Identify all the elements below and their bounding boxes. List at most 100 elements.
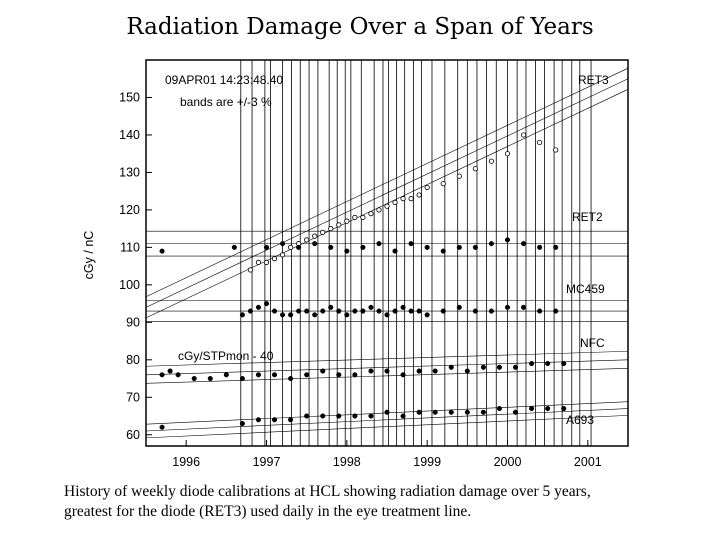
data-point-mc459-11	[328, 304, 334, 310]
grid-layer	[240, 60, 592, 446]
data-point-mc459-22	[416, 308, 422, 314]
data-point-a693-1	[239, 420, 245, 427]
y-tick-label-2: 80	[126, 353, 140, 367]
data-point-nfc-6	[239, 375, 245, 382]
x-tick-label-4: 2000	[494, 455, 522, 469]
data-point-mc459-30	[537, 308, 543, 314]
data-point-nfc-20	[464, 368, 470, 374]
y-tick-label-4: 100	[119, 278, 140, 292]
series-label-a693: A693	[566, 413, 594, 427]
data-point-a693-15	[464, 409, 470, 415]
x-tick-label-2: 1998	[333, 455, 361, 469]
data-point-ret3-10	[328, 226, 334, 232]
timestamp-annotation: 09APR01 14:23:48.40	[165, 73, 283, 87]
slide-caption: History of weekly diode calibrations at …	[64, 482, 704, 522]
data-point-ret3-13	[352, 214, 358, 220]
data-point-ret3-27	[504, 151, 511, 157]
data-point-ret2-11	[408, 241, 414, 247]
points-layer	[159, 132, 567, 430]
data-point-ret3-17	[384, 203, 390, 209]
data-point-a693-10	[384, 409, 390, 415]
ticks-layer: 60 70 80 90 100 110 120 130 140 150 1996 1997 1998 19…	[119, 90, 602, 469]
data-point-mc459-9	[312, 312, 318, 318]
data-point-ret3-21	[416, 192, 422, 198]
data-point-nfc-19	[448, 364, 454, 370]
data-point-mc459-31	[553, 308, 559, 314]
data-point-ret2-9	[376, 241, 382, 247]
x-tick-label-5: 2001	[574, 455, 602, 469]
data-point-ret2-17	[504, 237, 511, 243]
data-point-nfc-22	[496, 364, 503, 370]
x-tick-label-0: 1996	[172, 455, 200, 469]
data-point-mc459-10	[320, 308, 326, 314]
y-tick-label-3: 90	[126, 315, 140, 329]
data-point-ret3-2	[263, 259, 270, 265]
band-upper-nfc	[145, 350, 629, 367]
data-point-mc459-14	[352, 308, 358, 314]
data-point-mc459-16	[368, 304, 374, 310]
data-point-a693-19	[529, 405, 535, 412]
data-point-nfc-0	[159, 372, 165, 378]
data-point-nfc-16	[400, 372, 406, 378]
data-point-ret3-11	[336, 222, 342, 228]
data-point-ret3-19	[400, 196, 406, 202]
data-point-nfc-25	[545, 361, 551, 367]
data-point-a693-5	[304, 413, 310, 419]
data-point-nfc-15	[384, 368, 390, 374]
data-point-nfc-23	[512, 364, 519, 370]
data-point-nfc-26	[561, 361, 567, 367]
data-point-a693-11	[400, 413, 406, 419]
data-point-mc459-4	[271, 308, 278, 314]
data-point-ret3-1	[255, 259, 262, 265]
data-point-mc459-12	[336, 308, 342, 314]
data-point-nfc-7	[255, 372, 262, 378]
data-point-mc459-3	[263, 301, 270, 307]
x-tick-label-1: 1997	[253, 455, 281, 469]
data-point-mc459-29	[521, 304, 527, 310]
data-point-ret3-12	[344, 218, 350, 224]
data-point-ret3-3	[271, 256, 278, 262]
bands-annotation: bands are +/-3 %	[180, 95, 272, 109]
data-point-ret2-13	[440, 248, 446, 254]
data-point-ret3-15	[368, 211, 374, 217]
data-point-a693-17	[496, 405, 503, 412]
data-point-nfc-21	[480, 364, 486, 370]
data-point-nfc-1	[167, 368, 173, 374]
data-point-ret2-6	[328, 244, 334, 250]
data-point-nfc-14	[368, 368, 374, 374]
data-point-a693-9	[368, 413, 374, 419]
data-point-mc459-21	[408, 308, 414, 314]
data-point-ret2-1	[231, 244, 237, 250]
data-point-nfc-24	[529, 361, 535, 367]
data-point-mc459-28	[504, 304, 511, 310]
series-label-ret3: RET3	[578, 73, 609, 87]
data-point-ret2-3	[280, 241, 286, 247]
data-point-ret3-26	[488, 158, 495, 164]
data-point-a693-20	[545, 405, 551, 412]
data-point-mc459-7	[296, 308, 302, 314]
data-point-mc459-18	[384, 312, 390, 318]
data-point-mc459-2	[255, 304, 262, 310]
data-point-ret2-16	[488, 241, 494, 247]
x-tick-label-3: 1999	[413, 455, 441, 469]
data-point-ret3-24	[456, 173, 462, 179]
data-point-mc459-0	[239, 312, 245, 318]
data-point-nfc-5	[223, 372, 229, 378]
data-point-mc459-17	[376, 308, 382, 314]
data-point-mc459-25	[456, 304, 462, 310]
data-point-ret2-12	[424, 244, 430, 250]
data-point-ret2-2	[263, 244, 270, 250]
data-point-a693-3	[271, 417, 278, 423]
data-point-mc459-20	[400, 304, 406, 310]
series-label-nfc: NFC	[580, 336, 605, 350]
band-upper-ret3	[145, 67, 629, 298]
y-tick-label-7: 130	[119, 165, 140, 179]
data-point-a693-0	[159, 424, 165, 430]
data-point-ret2-7	[344, 248, 350, 254]
data-point-nfc-18	[432, 368, 438, 374]
data-point-mc459-26	[472, 308, 478, 314]
band-lower-a693	[145, 415, 629, 439]
data-point-ret3-23	[440, 181, 446, 187]
data-point-ret3-29	[537, 139, 543, 146]
